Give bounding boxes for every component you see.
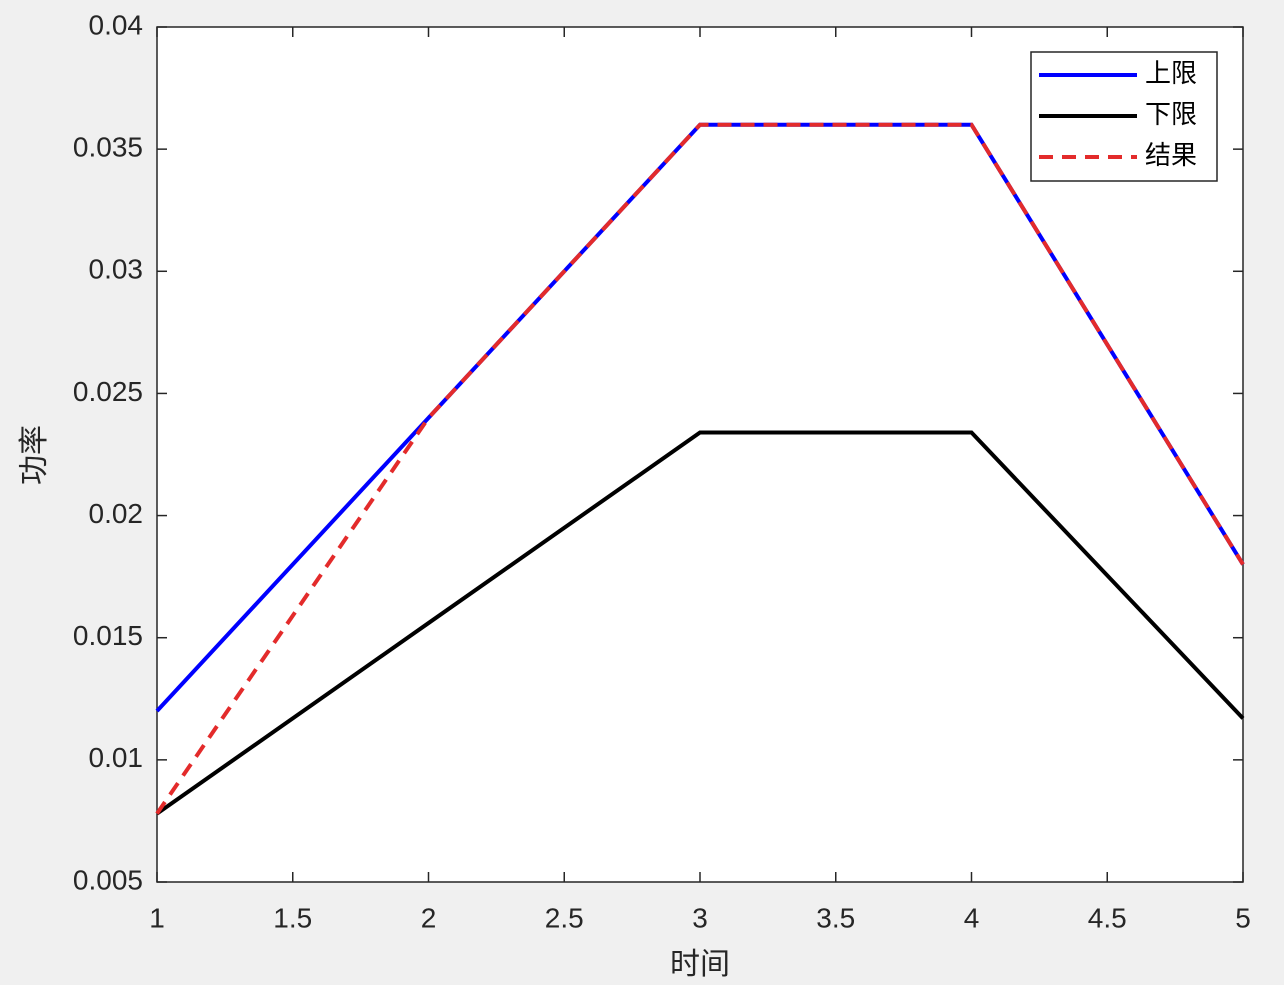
x-tick-label: 3 xyxy=(692,902,708,933)
legend-label: 结果 xyxy=(1145,140,1197,170)
data-line xyxy=(155,430,1245,816)
x-tick-label: 2.5 xyxy=(545,902,584,933)
y-tick-label: 0.025 xyxy=(73,376,143,407)
data-line xyxy=(155,122,1245,815)
y-tick-label: 0.015 xyxy=(73,620,143,651)
legend-label: 下限 xyxy=(1145,99,1197,129)
axes-box xyxy=(156,26,1244,883)
legend-label: 上限 xyxy=(1145,58,1197,88)
x-tick-label: 4.5 xyxy=(1088,902,1127,933)
x-axis-label: 时间 xyxy=(670,948,730,981)
x-tick-label: 2 xyxy=(421,902,437,933)
y-tick-label: 0.01 xyxy=(89,742,144,773)
x-tick-label: 1.5 xyxy=(273,902,312,933)
x-tick-label: 5 xyxy=(1235,902,1251,933)
x-tick-label: 1 xyxy=(149,902,165,933)
y-tick-label: 0.04 xyxy=(89,9,144,40)
y-axis-label: 功率 xyxy=(18,425,51,485)
y-tick-label: 0.02 xyxy=(89,498,144,529)
y-tick-label: 0.03 xyxy=(89,254,144,285)
x-tick-label: 3.5 xyxy=(816,902,855,933)
x-tick-label: 4 xyxy=(964,902,980,933)
y-tick-label: 0.035 xyxy=(73,132,143,163)
y-tick-label: 0.005 xyxy=(73,864,143,895)
